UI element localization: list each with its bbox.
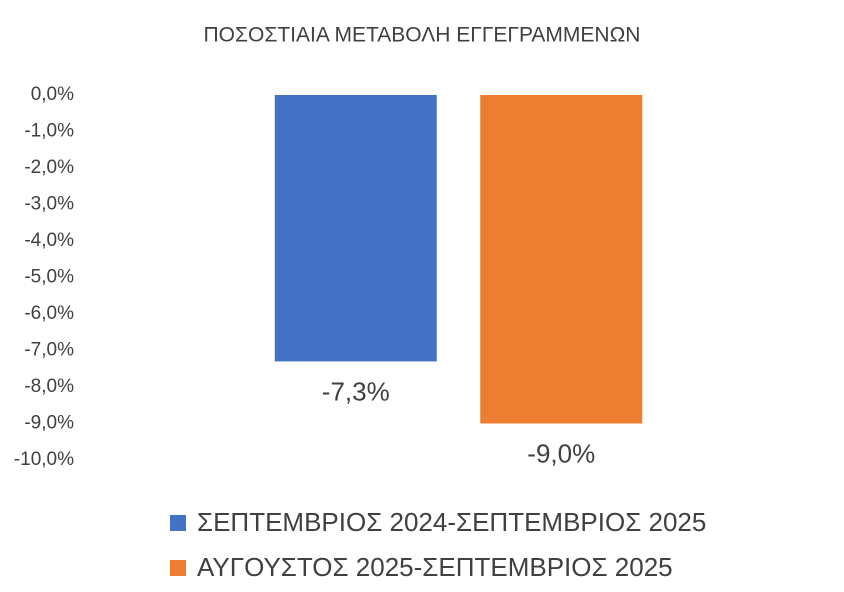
value-label: -9,0% [527,438,595,468]
value-label: -7,3% [322,376,390,406]
y-tick-label: -2,0% [24,157,74,178]
y-tick-label: -10,0% [14,449,74,470]
legend-label: ΣΕΠΤΕΜΒΡΙΟΣ 2024-ΣΕΠΤΕΜΒΡΙΟΣ 2025 [197,507,706,537]
y-tick-label: -8,0% [24,376,74,397]
y-tick-label: -9,0% [24,413,74,434]
bar [480,95,643,424]
legend-swatch [170,515,186,531]
legend-swatch [170,560,186,576]
y-tick-label: -6,0% [24,303,74,324]
chart-title: ΠΟΣΟΣΤΙΑΙΑ ΜΕΤΑΒΟΛΗ ΕΓΓΕΓΡΑΜΜΕΝΩΝ [204,24,641,47]
y-tick-label: 0,0% [31,84,74,105]
y-tick-label: -7,0% [24,340,74,361]
y-tick-label: -3,0% [24,194,74,215]
y-tick-label: -1,0% [24,121,74,142]
y-tick-label: -4,0% [24,230,74,251]
y-tick-label: -5,0% [24,267,74,288]
legend-label: ΑΥΓΟΥΣΤΟΣ 2025-ΣΕΠΤΕΜΒΡΙΟΣ 2025 [197,552,673,582]
bar [274,95,437,362]
